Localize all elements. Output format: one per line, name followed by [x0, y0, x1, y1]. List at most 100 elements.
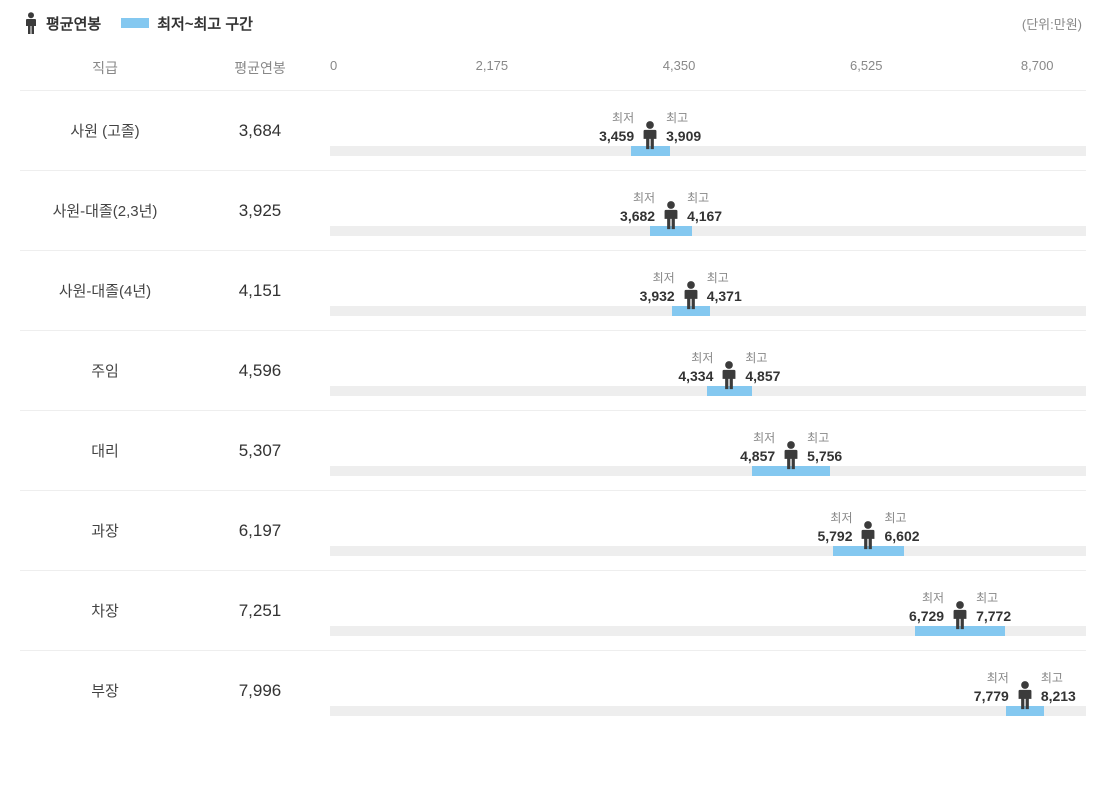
person-icon	[662, 199, 680, 231]
max-value: 7,772	[976, 608, 1011, 624]
position-cell: 차장	[20, 600, 190, 621]
axis-tick: 0	[330, 58, 337, 78]
min-label: 최저 4,334	[678, 349, 713, 384]
chart-cell: 최저 4,857 최고 5,756	[330, 411, 1086, 491]
max-label: 최고 4,371	[707, 269, 742, 304]
max-label-text: 최고	[745, 349, 780, 366]
table-row: 과장 6,197 최저 5,792 최고 6,602	[20, 490, 1086, 570]
min-label-text: 최저	[974, 669, 1009, 686]
person-icon	[1016, 679, 1034, 711]
max-label: 최고 6,602	[884, 509, 919, 544]
min-label-text: 최저	[817, 509, 852, 526]
min-label-text: 최저	[599, 109, 634, 126]
table-row: 주임 4,596 최저 4,334 최고 4,857	[20, 330, 1086, 410]
max-label-text: 최고	[1041, 669, 1076, 686]
max-label-text: 최고	[707, 269, 742, 286]
chart-cell: 최저 6,729 최고 7,772	[330, 571, 1086, 651]
min-label-text: 최저	[678, 349, 713, 366]
max-label: 최고 5,756	[807, 429, 842, 464]
legend-range-label: 최저~최고 구간	[157, 13, 253, 34]
header-position: 직급	[20, 58, 190, 78]
max-value: 4,371	[707, 288, 742, 304]
axis-tick: 6,525	[850, 58, 883, 78]
legend-left: 평균연봉 최저~최고 구간	[24, 12, 253, 34]
min-value: 7,779	[974, 688, 1009, 704]
min-value: 3,682	[620, 208, 655, 224]
chart-track	[330, 226, 1086, 236]
table-row: 부장 7,996 최저 7,779 최고 8,213	[20, 650, 1086, 730]
position-cell: 주임	[20, 360, 190, 381]
unit-label: (단위:만원)	[1022, 14, 1082, 33]
min-label: 최저 3,459	[599, 109, 634, 144]
chart-cell: 최저 3,459 최고 3,909	[330, 91, 1086, 171]
axis: 0 2,175 4,350 6,525 8,700	[330, 58, 1086, 78]
position-cell: 사원-대졸(4년)	[20, 280, 190, 301]
avg-cell: 3,684	[190, 121, 330, 141]
min-label: 최저 3,682	[620, 189, 655, 224]
avg-cell: 5,307	[190, 441, 330, 461]
min-label-text: 최저	[640, 269, 675, 286]
avg-cell: 7,251	[190, 601, 330, 621]
min-label-text: 최저	[620, 189, 655, 206]
table-row: 사원-대졸(2,3년) 3,925 최저 3,682 최고 4,167	[20, 170, 1086, 250]
min-value: 5,792	[817, 528, 852, 544]
axis-ticks: 0 2,175 4,350 6,525 8,700	[330, 58, 1086, 78]
max-label: 최고 8,213	[1041, 669, 1076, 704]
table-row: 사원-대졸(4년) 4,151 최저 3,932 최고 4,371	[20, 250, 1086, 330]
min-value: 3,459	[599, 128, 634, 144]
position-cell: 사원-대졸(2,3년)	[20, 200, 190, 221]
max-label-text: 최고	[687, 189, 722, 206]
person-icon	[24, 12, 38, 34]
min-value: 4,334	[678, 368, 713, 384]
max-label-text: 최고	[666, 109, 701, 126]
min-label: 최저 6,729	[909, 589, 944, 624]
person-icon	[782, 439, 800, 471]
max-label-text: 최고	[976, 589, 1011, 606]
axis-tick: 8,700	[1021, 58, 1054, 78]
chart-cell: 최저 3,682 최고 4,167	[330, 171, 1086, 251]
legend-avg: 평균연봉	[24, 12, 101, 34]
chart-cell: 최저 3,932 최고 4,371	[330, 251, 1086, 331]
avg-cell: 6,197	[190, 521, 330, 541]
person-icon	[859, 519, 877, 551]
legend-row: 평균연봉 최저~최고 구간 (단위:만원)	[20, 12, 1086, 58]
min-label: 최저 5,792	[817, 509, 852, 544]
person-icon	[951, 599, 969, 631]
avg-cell: 3,925	[190, 201, 330, 221]
chart-track	[330, 546, 1086, 556]
chart-track	[330, 706, 1086, 716]
position-cell: 사원 (고졸)	[20, 120, 190, 141]
max-value: 6,602	[884, 528, 919, 544]
min-label-text: 최저	[909, 589, 944, 606]
header-avg: 평균연봉	[190, 58, 330, 78]
min-label-text: 최저	[740, 429, 775, 446]
chart-cell: 최저 5,792 최고 6,602	[330, 491, 1086, 571]
position-cell: 부장	[20, 680, 190, 701]
rows-container: 사원 (고졸) 3,684 최저 3,459 최고 3,909 사원-대졸(2,…	[20, 90, 1086, 730]
max-label: 최고 7,772	[976, 589, 1011, 624]
max-label-text: 최고	[884, 509, 919, 526]
person-icon	[682, 279, 700, 311]
max-label: 최고 4,167	[687, 189, 722, 224]
avg-cell: 4,596	[190, 361, 330, 381]
max-value: 8,213	[1041, 688, 1076, 704]
min-label: 최저 4,857	[740, 429, 775, 464]
max-value: 3,909	[666, 128, 701, 144]
chart-track	[330, 466, 1086, 476]
avg-cell: 4,151	[190, 281, 330, 301]
chart-cell: 최저 4,334 최고 4,857	[330, 331, 1086, 411]
position-cell: 과장	[20, 520, 190, 541]
min-value: 3,932	[640, 288, 675, 304]
header-row: 직급 평균연봉 0 2,175 4,350 6,525 8,700	[20, 58, 1086, 90]
person-icon	[641, 119, 659, 151]
chart-track	[330, 146, 1086, 156]
min-value: 6,729	[909, 608, 944, 624]
axis-tick: 4,350	[663, 58, 696, 78]
max-label: 최고 4,857	[745, 349, 780, 384]
min-label: 최저 7,779	[974, 669, 1009, 704]
table-row: 대리 5,307 최저 4,857 최고 5,756	[20, 410, 1086, 490]
position-cell: 대리	[20, 440, 190, 461]
chart-cell: 최저 7,779 최고 8,213	[330, 651, 1086, 731]
avg-cell: 7,996	[190, 681, 330, 701]
min-label: 최저 3,932	[640, 269, 675, 304]
